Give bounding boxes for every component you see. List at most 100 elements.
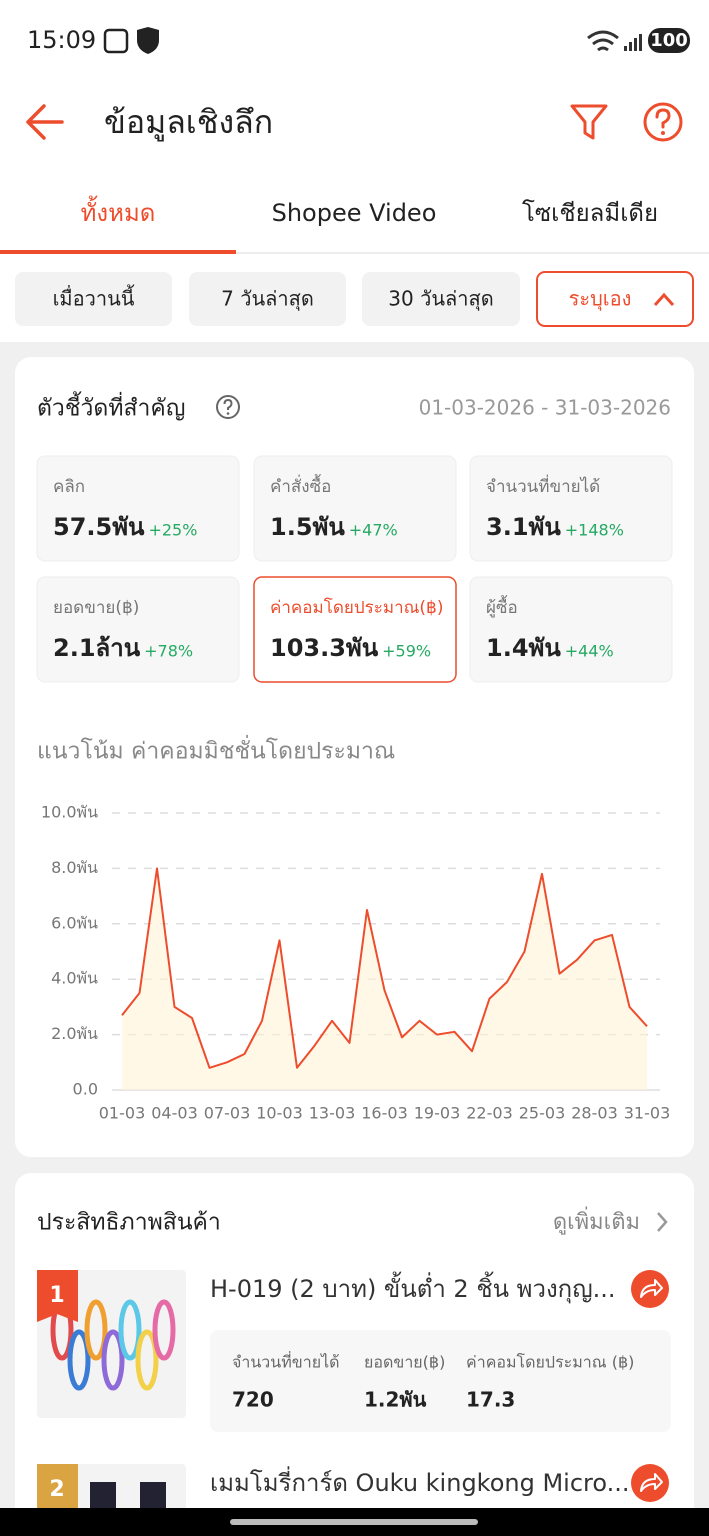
product-stats-box (210, 1330, 671, 1432)
filter-label[interactable]: 7 วันล่าสุด (221, 287, 314, 312)
metric-change: +47% (349, 521, 398, 540)
stat-value: 1.2พัน (364, 1388, 427, 1412)
help-button[interactable] (643, 102, 683, 142)
filter-chip[interactable] (189, 272, 346, 326)
filter-label[interactable]: 30 วันล่าสุด (388, 287, 493, 312)
product-photo-detail (67, 1329, 91, 1391)
metrics-title: ตัวชี้วัดที่สำคัญ (37, 392, 185, 422)
metric-change: +25% (148, 521, 197, 540)
filter-button[interactable] (570, 104, 608, 140)
metric-card[interactable] (36, 576, 240, 683)
share-button[interactable] (631, 1270, 669, 1308)
battery-level: 100 (650, 30, 688, 51)
y-tick-label: 6.0พัน (51, 913, 98, 932)
stat-label: ยอดขาย(฿) (364, 1353, 445, 1372)
x-tick-label: 07-03 (204, 1104, 251, 1123)
stat-label: ค่าคอมโดยประมาณ (฿) (466, 1353, 634, 1372)
tab-indicator (0, 250, 236, 254)
tab-divider (0, 252, 709, 254)
share-icon[interactable] (640, 1473, 663, 1492)
rank-number: 1 (49, 1283, 64, 1308)
line (121, 867, 648, 1069)
filter-chip[interactable] (362, 272, 520, 326)
x-tick-label: 16-03 (361, 1104, 408, 1123)
stat-value: 17.3 (466, 1388, 515, 1412)
date-range: 01-03-2026 - 31-03-2026 (419, 396, 671, 420)
wifi-icon (587, 30, 619, 52)
metric-value: 103.3พัน (270, 634, 379, 662)
battery-icon (648, 28, 690, 53)
product-photo-detail (101, 1329, 125, 1391)
product-name[interactable]: H-019 (2 บาท) ขั้นต่ำ 2 ชิ้น พวงกุญ... (210, 1271, 616, 1304)
x-tick-label: 19-03 (414, 1104, 461, 1123)
product-photo-detail (84, 1299, 108, 1361)
rank-badge (37, 1464, 78, 1516)
see-more-chevron[interactable] (657, 1212, 668, 1232)
x-tick-label: 31-03 (624, 1104, 671, 1123)
filter-label[interactable]: เมื่อวานนี้ (53, 285, 135, 311)
metric-card[interactable] (36, 455, 240, 562)
filter-chip[interactable] (15, 272, 172, 326)
stat-label: จำนวนที่ขายได้ (232, 1351, 340, 1372)
metric-label: ยอดขาย(฿) (53, 598, 139, 618)
tab[interactable]: ทั้งหมด (81, 195, 156, 227)
product-name[interactable]: เมมโมรี่การ์ด Ouku kingkong Micro... (210, 1466, 630, 1497)
filter-chip[interactable] (536, 271, 694, 327)
metric-value: 1.5พัน (270, 513, 345, 541)
metric-change: +148% (565, 521, 624, 540)
rank-badge (37, 1270, 78, 1322)
y-tick-label: 10.0พัน (41, 803, 98, 822)
metric-value: 57.5พัน (53, 513, 145, 541)
metric-label: คลิก (53, 477, 85, 497)
line-area (122, 868, 647, 1090)
signal-icon (624, 34, 642, 51)
chart: 0.0 2.0พัน 4.0พัน 6.0พัน 8.0พัน 10.0พัน 01-03 0… (41, 803, 670, 1123)
rank-number: 2 (49, 1477, 64, 1502)
page-title: ข้อมูลเชิงลึก (104, 103, 273, 142)
y-tick-label: 0.0 (73, 1080, 98, 1099)
x-tick-label: 25-03 (519, 1104, 566, 1123)
metric-card[interactable] (253, 455, 457, 562)
filter-chevron[interactable] (653, 292, 675, 307)
y-tick-label: 4.0พัน (51, 969, 98, 988)
metric-label: คำสั่งซื้อ (270, 474, 331, 497)
product-photo-detail (135, 1329, 159, 1391)
stat-value: 720 (232, 1388, 274, 1412)
metric-label: ผู้ซื้อ (486, 595, 518, 618)
metric-change: +78% (144, 642, 193, 661)
metric-cards: คลิก 57.5พัน +25% คำสั่งซื้อ 1.5พัน +47% จำนวน… (36, 455, 673, 683)
x-tick-label: 10-03 (256, 1104, 303, 1123)
metrics-help-icon[interactable] (216, 395, 240, 419)
tab[interactable]: โซเชียลมีเดีย (522, 199, 658, 227)
products-title: ประสิทธิภาพสินค้า (37, 1210, 221, 1236)
see-more-link[interactable]: ดูเพิ่มเติม (553, 1206, 640, 1235)
tab[interactable]: Shopee Video (272, 199, 437, 227)
status-time: 15:09 (27, 26, 96, 54)
filter-label[interactable]: ระบุเอง (569, 287, 632, 312)
product-photo-detail (118, 1299, 142, 1361)
metric-label: ค่าคอมโดยประมาณ(฿) (270, 597, 444, 618)
home-indicator[interactable] (230, 1519, 478, 1525)
y-tick-label: 8.0พัน (51, 858, 98, 877)
metric-change: +44% (565, 642, 614, 661)
metric-label: จำนวนที่ขายได้ (486, 474, 600, 497)
shield-icon (137, 27, 159, 54)
screenshot-icon (103, 28, 129, 54)
metric-value: 2.1ล้าน (53, 634, 141, 662)
x-tick-label: 04-03 (151, 1104, 198, 1123)
product-list: 1 H-019 (2 บาท) ขั้นต่ำ 2 ชิ้น พวงกุญ... จ… (37, 1270, 671, 1536)
share-button[interactable] (631, 1464, 669, 1502)
metric-card[interactable] (469, 455, 673, 562)
metric-value: 3.1พัน (486, 513, 561, 541)
metric-card[interactable] (469, 576, 673, 683)
x-tick-label: 01-03 (99, 1104, 146, 1123)
tab-bar: ทั้งหมด Shopee Video โซเชียลมีเดีย (81, 195, 658, 227)
share-icon[interactable] (640, 1279, 663, 1298)
chart-title: แนวโน้ม ค่าคอมมิชชั่นโดยประมาณ (37, 735, 395, 765)
x-tick-label: 22-03 (466, 1104, 513, 1123)
metric-card[interactable] (253, 576, 457, 683)
x-tick-label: 28-03 (571, 1104, 618, 1123)
back-button[interactable] (26, 104, 64, 140)
